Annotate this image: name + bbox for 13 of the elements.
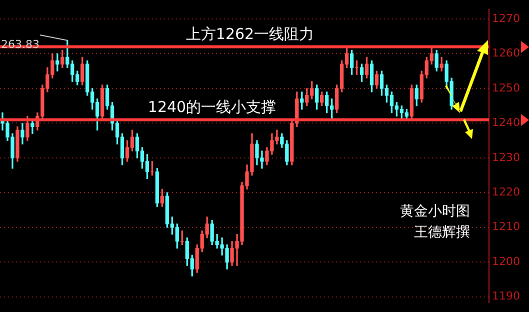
annotation: 黄金小时图 [400,204,470,220]
ref-line-label: 1240的一线小支撑 [148,98,276,116]
y-tick-label: 1260 [492,46,520,60]
y-tick-label: 1200 [492,254,520,268]
y-tick-label: 1220 [492,186,520,199]
y-tick-label: 1210 [492,220,520,234]
y-tick-label: 1230 [492,150,520,164]
y-tick-label: 1270 [492,12,520,25]
annotation: 王德辉撰 [414,224,470,241]
y-tick-label: 1240 [492,116,520,130]
y-tick-label: 1190 [492,290,520,303]
ref-line-label: 上方1262一线阻力 [186,25,314,44]
y-tick-label: 1250 [492,81,520,94]
